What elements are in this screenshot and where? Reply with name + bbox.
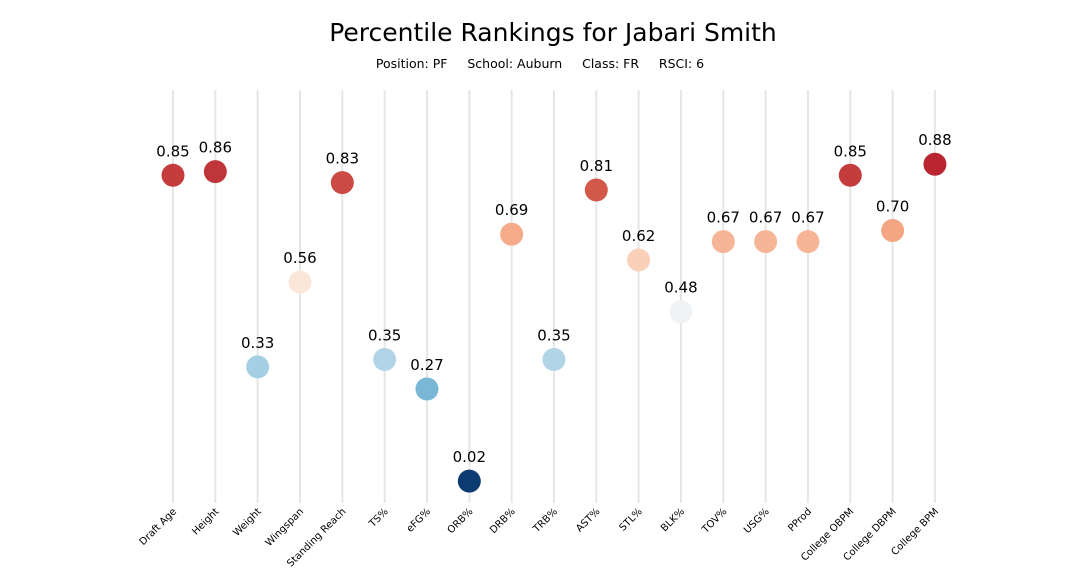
point-drb-pct [500, 222, 524, 246]
value-label-college-obpm: 0.85 [834, 142, 867, 160]
value-label-college-bpm: 0.88 [918, 131, 951, 149]
point-weight [246, 355, 270, 379]
value-label-usg-pct: 0.67 [749, 209, 782, 227]
point-college-obpm [838, 163, 862, 187]
x-tick-label-tov-pct: TOV% [700, 506, 730, 536]
points-layer [161, 152, 947, 493]
point-efg-pct [415, 377, 439, 401]
x-tick-label-pprod: PProd [786, 506, 814, 534]
x-tick-label-wingspan: Wingspan [264, 506, 307, 549]
x-tick-label-ast-pct: AST% [574, 506, 602, 534]
x-tick-label-efg-pct: eFG% [405, 506, 433, 534]
stems-layer [172, 90, 936, 503]
x-tick-label-height: Height [190, 506, 221, 537]
subtitle-rsci: RSCI: 6 [659, 56, 704, 71]
point-standing-reach [330, 171, 354, 195]
subtitle-class: Class: FR [582, 56, 639, 71]
value-label-pprod: 0.67 [791, 209, 824, 227]
subtitle-position: Position: PF [376, 56, 448, 71]
point-college-dbpm [881, 219, 905, 243]
value-label-height: 0.86 [199, 139, 232, 157]
chart-title: Percentile Rankings for Jabari Smith [329, 18, 777, 47]
value-label-efg-pct: 0.27 [410, 356, 443, 374]
point-stl-pct [627, 248, 651, 272]
chart-subtitle: Position: PF School: Auburn Class: FR RS… [376, 56, 704, 71]
value-label-trb-pct: 0.35 [537, 327, 570, 345]
point-ts-pct [373, 348, 397, 372]
x-tick-label-blk-pct: BLK% [659, 506, 687, 534]
subtitle-school: School: Auburn [467, 56, 562, 71]
point-height [203, 160, 227, 184]
point-college-bpm [923, 152, 947, 176]
value-label-draft-age: 0.85 [156, 142, 189, 160]
value-labels-layer: 0.85 0.86 0.33 0.56 0.83 0.35 0.27 0.02 0.69 0.35… [156, 131, 951, 466]
point-wingspan [288, 270, 312, 294]
value-label-college-dbpm: 0.70 [876, 198, 909, 216]
point-pprod [796, 230, 820, 254]
value-label-ts-pct: 0.35 [368, 327, 401, 345]
value-label-weight: 0.33 [241, 334, 274, 352]
x-tick-label-trb-pct: TRB% [531, 506, 560, 535]
value-label-blk-pct: 0.48 [664, 279, 697, 297]
value-label-orb-pct: 0.02 [453, 448, 486, 466]
x-tick-label-orb-pct: ORB% [446, 506, 476, 536]
value-label-ast-pct: 0.81 [580, 157, 613, 175]
value-label-wingspan: 0.56 [283, 249, 316, 267]
point-ast-pct [584, 178, 608, 202]
value-label-stl-pct: 0.62 [622, 227, 655, 245]
point-tov-pct [711, 230, 735, 254]
value-label-tov-pct: 0.67 [707, 209, 740, 227]
x-tick-label-usg-pct: USG% [742, 506, 772, 536]
x-tick-label-draft-age: Draft Age [138, 506, 180, 548]
x-tick-label-ts-pct: TS% [367, 506, 391, 530]
x-tick-label-weight: Weight [231, 506, 263, 538]
point-draft-age [161, 163, 185, 187]
x-tick-label-drb-pct: DRB% [488, 506, 518, 536]
point-trb-pct [542, 348, 566, 372]
x-tick-label-stl-pct: STL% [618, 506, 645, 533]
point-blk-pct [669, 300, 693, 324]
point-orb-pct [457, 469, 481, 493]
value-label-drb-pct: 0.69 [495, 201, 528, 219]
value-label-standing-reach: 0.83 [326, 150, 359, 168]
point-usg-pct [754, 230, 778, 254]
